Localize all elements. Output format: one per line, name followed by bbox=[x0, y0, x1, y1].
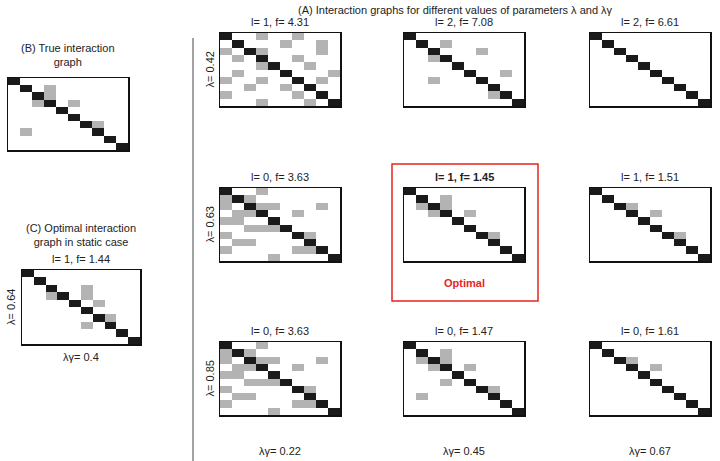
svg-text:l= 2, f= 7.08: l= 2, f= 7.08 bbox=[435, 16, 493, 28]
svg-text:(C) Optimal interactiongraph i: (C) Optimal interactiongraph in static c… bbox=[26, 222, 136, 248]
svg-text:λγ= 0.22: λγ= 0.22 bbox=[259, 445, 301, 457]
svg-text:l= 1, f= 1.45: l= 1, f= 1.45 bbox=[435, 171, 494, 183]
svg-text:l= 0, f= 3.63: l= 0, f= 3.63 bbox=[251, 171, 309, 183]
svg-text:Optimal: Optimal bbox=[444, 277, 485, 289]
svg-text:λγ= 0.67: λγ= 0.67 bbox=[629, 445, 671, 457]
svg-text:λ= 0.63: λ= 0.63 bbox=[204, 206, 216, 242]
svg-text:λγ= 0.45: λγ= 0.45 bbox=[443, 445, 485, 457]
svg-text:λ= 0.85: λ= 0.85 bbox=[204, 360, 216, 396]
svg-text:λγ= 0.4: λγ= 0.4 bbox=[63, 351, 99, 363]
svg-text:l= 1, f= 4.31: l= 1, f= 4.31 bbox=[251, 16, 309, 28]
svg-text:l= 1, f= 1.44: l= 1, f= 1.44 bbox=[52, 253, 110, 265]
svg-text:l= 1, f= 1.51: l= 1, f= 1.51 bbox=[621, 171, 679, 183]
svg-text:l= 2, f= 6.61: l= 2, f= 6.61 bbox=[621, 16, 679, 28]
svg-text:l= 0, f= 1.47: l= 0, f= 1.47 bbox=[435, 325, 493, 337]
svg-text:l= 0, f= 1.61: l= 0, f= 1.61 bbox=[621, 325, 679, 337]
svg-text:λ= 0.42: λ= 0.42 bbox=[204, 51, 216, 87]
svg-text:(B) True interactiongraph: (B) True interactiongraph bbox=[21, 42, 115, 68]
svg-text:(A) Interaction graphs for dif: (A) Interaction graphs for different val… bbox=[298, 4, 613, 16]
svg-text:l= 0, f= 3.63: l= 0, f= 3.63 bbox=[251, 325, 309, 337]
svg-text:λ= 0.64: λ= 0.64 bbox=[5, 289, 17, 325]
